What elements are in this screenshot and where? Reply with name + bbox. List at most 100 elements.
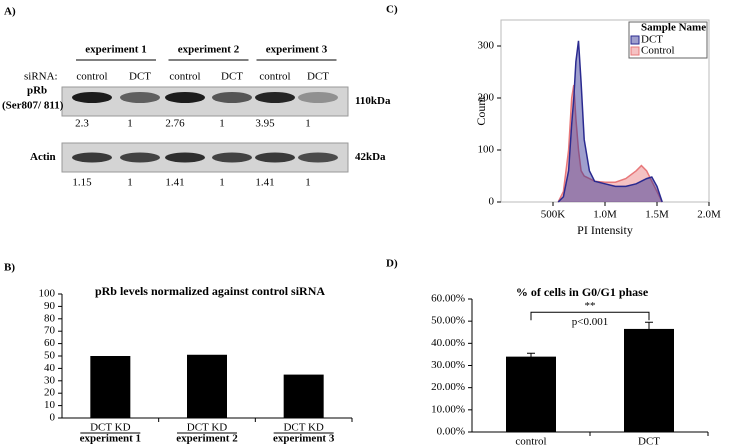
x-tick-label: 1.0M <box>593 209 617 221</box>
band-value: 1 <box>305 118 311 130</box>
chart-title: % of cells in G0/G1 phase <box>516 285 649 299</box>
blot-band <box>298 152 338 163</box>
x-tick-label: DCT KD <box>187 422 227 434</box>
y-axis-title: Count <box>474 96 488 126</box>
bar <box>506 356 556 432</box>
y-tick-label: 90 <box>44 300 56 312</box>
experiment-label: experiment 1 <box>85 44 146 56</box>
error-bar <box>527 352 535 360</box>
y-tick-label: 50 <box>44 350 56 362</box>
size-label: 42kDa <box>355 151 386 163</box>
lane-label: control <box>259 71 290 83</box>
chart-title: pRb levels normalized against control si… <box>95 284 325 298</box>
y-tick-label: 10.00% <box>431 403 465 415</box>
legend-box <box>628 21 708 59</box>
y-tick-label: 0 <box>489 196 495 208</box>
group-label: experiment 1 <box>80 433 141 445</box>
bar <box>90 356 131 418</box>
legend-label: DCT <box>641 34 663 46</box>
lane-label: control <box>169 71 200 83</box>
row-label: pRb <box>27 85 47 97</box>
area-series <box>557 40 663 203</box>
y-tick-label: 0.00% <box>437 426 465 438</box>
bar <box>187 354 227 418</box>
blot-background <box>61 86 349 117</box>
blot-band <box>72 92 112 103</box>
y-tick-label: 30 <box>44 374 56 386</box>
lane-label: control <box>76 71 107 83</box>
y-tick-label: 200 <box>478 92 495 104</box>
x-axis-title: PI Intensity <box>577 223 633 237</box>
band-value: 2.3 <box>75 118 89 130</box>
y-tick-label: 70 <box>44 325 56 337</box>
band-value: 3.95 <box>255 118 275 130</box>
band-value: 1 <box>305 177 311 189</box>
significance-bracket <box>530 311 650 321</box>
group-label: experiment 3 <box>273 433 335 445</box>
blot-band <box>72 152 112 163</box>
y-tick-label: 20 <box>44 387 56 399</box>
x-tick-label: DCT <box>638 436 660 448</box>
blot-band <box>212 92 252 103</box>
x-tick-label: DCT KD <box>90 422 130 434</box>
y-tick-label: 50.00% <box>431 315 465 327</box>
row-label: Actin <box>30 151 56 163</box>
blot-band <box>120 152 160 163</box>
blot-band <box>165 152 205 163</box>
band-value: 1.15 <box>72 177 92 189</box>
y-tick-label: 10 <box>44 399 56 411</box>
experiment-label: experiment 3 <box>266 44 328 56</box>
y-tick-label: 40.00% <box>431 337 465 349</box>
panel-label: D) <box>386 258 398 270</box>
y-tick-label: 100 <box>478 144 495 156</box>
size-label: 110kDa <box>355 95 391 107</box>
x-tick-label: control <box>515 436 546 448</box>
panel-label: A) <box>4 6 16 18</box>
blot-band <box>255 92 295 103</box>
band-value: 1.41 <box>165 177 184 189</box>
lane-label: DCT <box>221 71 243 83</box>
sirna-label: siRNA: <box>24 71 58 83</box>
y-tick-label: 300 <box>478 40 495 52</box>
blot-band <box>298 92 338 103</box>
x-tick-label: 1.5M <box>645 209 669 221</box>
y-tick-label: 40 <box>44 362 56 374</box>
legend-swatch <box>630 35 640 45</box>
y-tick-label: 0 <box>50 412 56 424</box>
y-tick-label: 60 <box>44 337 56 349</box>
band-value: 1 <box>127 118 133 130</box>
row-sublabel: (Ser807/ 811) <box>2 100 64 112</box>
group-label: experiment 2 <box>176 433 238 445</box>
blot-band <box>165 92 205 103</box>
legend-title: Sample Name <box>641 22 706 34</box>
legend-swatch <box>630 46 640 56</box>
y-tick-label: 100 <box>39 288 56 300</box>
panel-label: C) <box>386 4 398 16</box>
bar <box>283 374 324 418</box>
blot-band <box>255 152 295 163</box>
experiment-label: experiment 2 <box>178 44 240 56</box>
x-tick-label: DCT KD <box>283 422 323 434</box>
y-tick-label: 20.00% <box>431 381 465 393</box>
band-value: 2.76 <box>165 118 185 130</box>
annotation: ** <box>585 300 596 312</box>
y-tick-label: 80 <box>44 312 56 324</box>
y-tick-label: 30.00% <box>431 359 465 371</box>
bar <box>624 328 674 432</box>
lane-label: DCT <box>307 71 329 83</box>
band-value: 1 <box>219 177 225 189</box>
error-bar <box>645 321 653 336</box>
x-tick-label: 500K <box>541 209 566 221</box>
band-value: 1.41 <box>255 177 274 189</box>
x-tick-label: 2.0M <box>697 209 721 221</box>
y-tick-label: 60.00% <box>431 293 465 305</box>
blot-band <box>120 92 160 103</box>
panel-label: B) <box>4 262 15 274</box>
band-value: 1 <box>127 177 133 189</box>
band-value: 1 <box>219 118 225 130</box>
lane-label: DCT <box>129 71 151 83</box>
legend-label: Control <box>641 45 675 57</box>
area-series <box>557 84 663 203</box>
annotation: p<0.001 <box>572 316 608 328</box>
